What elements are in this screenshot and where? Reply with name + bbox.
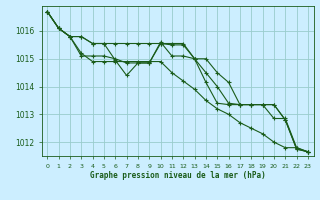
X-axis label: Graphe pression niveau de la mer (hPa): Graphe pression niveau de la mer (hPa) — [90, 171, 266, 180]
